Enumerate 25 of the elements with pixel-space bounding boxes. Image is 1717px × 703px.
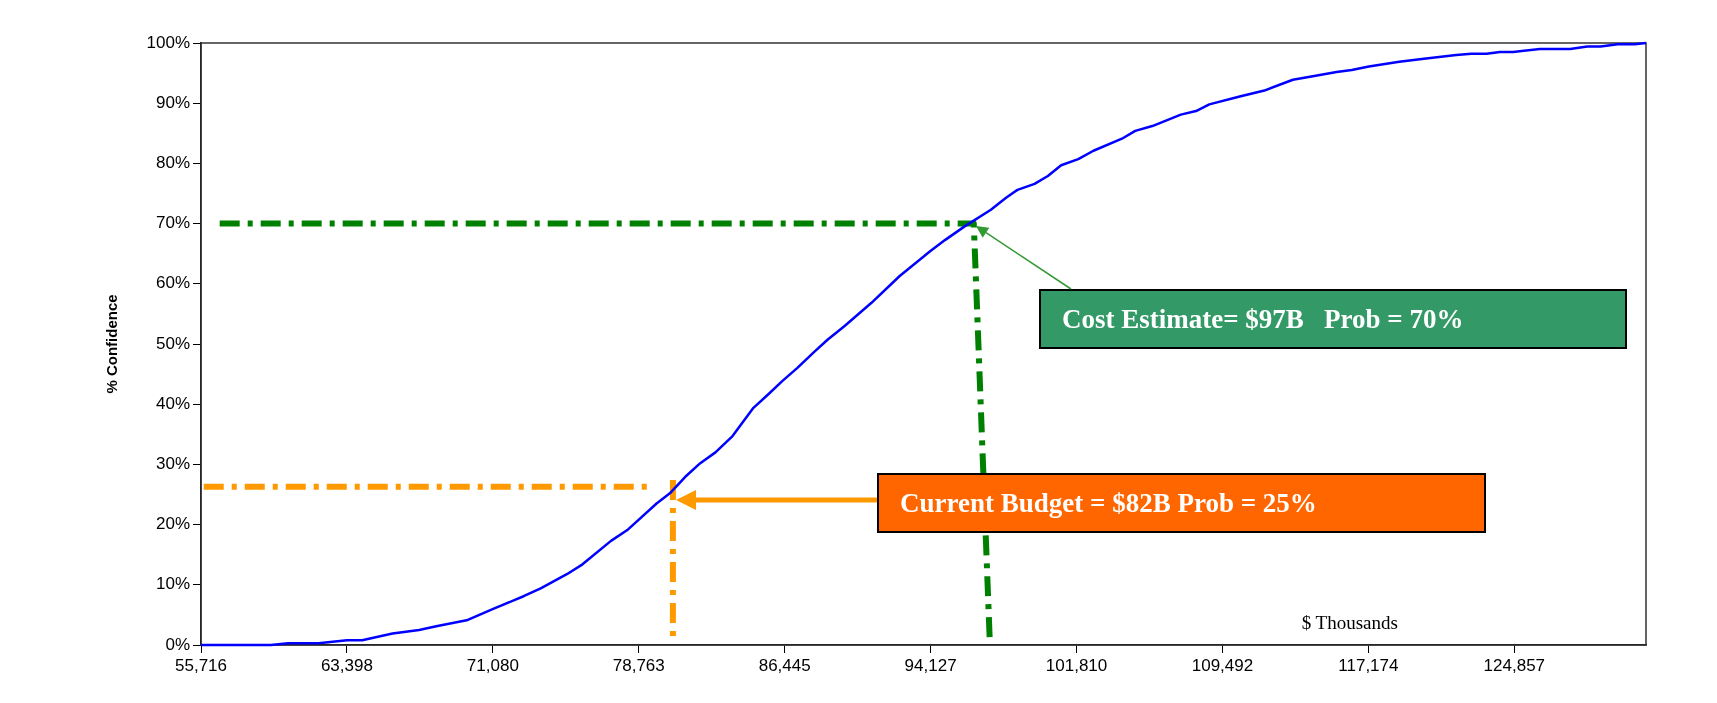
y-tick-label: 10% <box>155 574 190 594</box>
x-tick-label: 55,716 <box>175 655 227 675</box>
y-tick-label: 30% <box>155 454 190 474</box>
x-axis-title: $ Thousands <box>1301 612 1398 633</box>
y-tick-label: 100% <box>146 32 190 52</box>
y-tick-label: 80% <box>155 153 190 173</box>
x-tick-label: 71,080 <box>466 655 519 675</box>
y-tick-label: 40% <box>155 393 190 413</box>
y-tick-label: 0% <box>165 634 190 654</box>
x-tick-label: 94,127 <box>904 655 957 675</box>
x-tick-label: 86,445 <box>758 655 811 675</box>
x-tick-label: 109,492 <box>1191 655 1254 675</box>
callout-box: Current Budget = $82B Prob = 25% <box>877 473 1486 533</box>
y-tick-label: 20% <box>155 514 190 534</box>
y-tick-label: 70% <box>155 213 190 233</box>
y-tick-label: 60% <box>155 273 190 293</box>
x-tick-label: 124,857 <box>1483 655 1546 675</box>
x-tick-label: 78,763 <box>612 655 665 675</box>
x-tick-label: 117,174 <box>1338 655 1399 675</box>
y-axis-title: % Confidence <box>103 294 121 394</box>
x-tick-label: 63,398 <box>320 655 373 675</box>
callout-box: Cost Estimate= $97B Prob = 70% <box>1039 289 1627 349</box>
y-tick-label: 50% <box>155 333 190 353</box>
x-tick-label: 101,810 <box>1045 655 1108 675</box>
y-tick-label: 90% <box>155 92 190 112</box>
